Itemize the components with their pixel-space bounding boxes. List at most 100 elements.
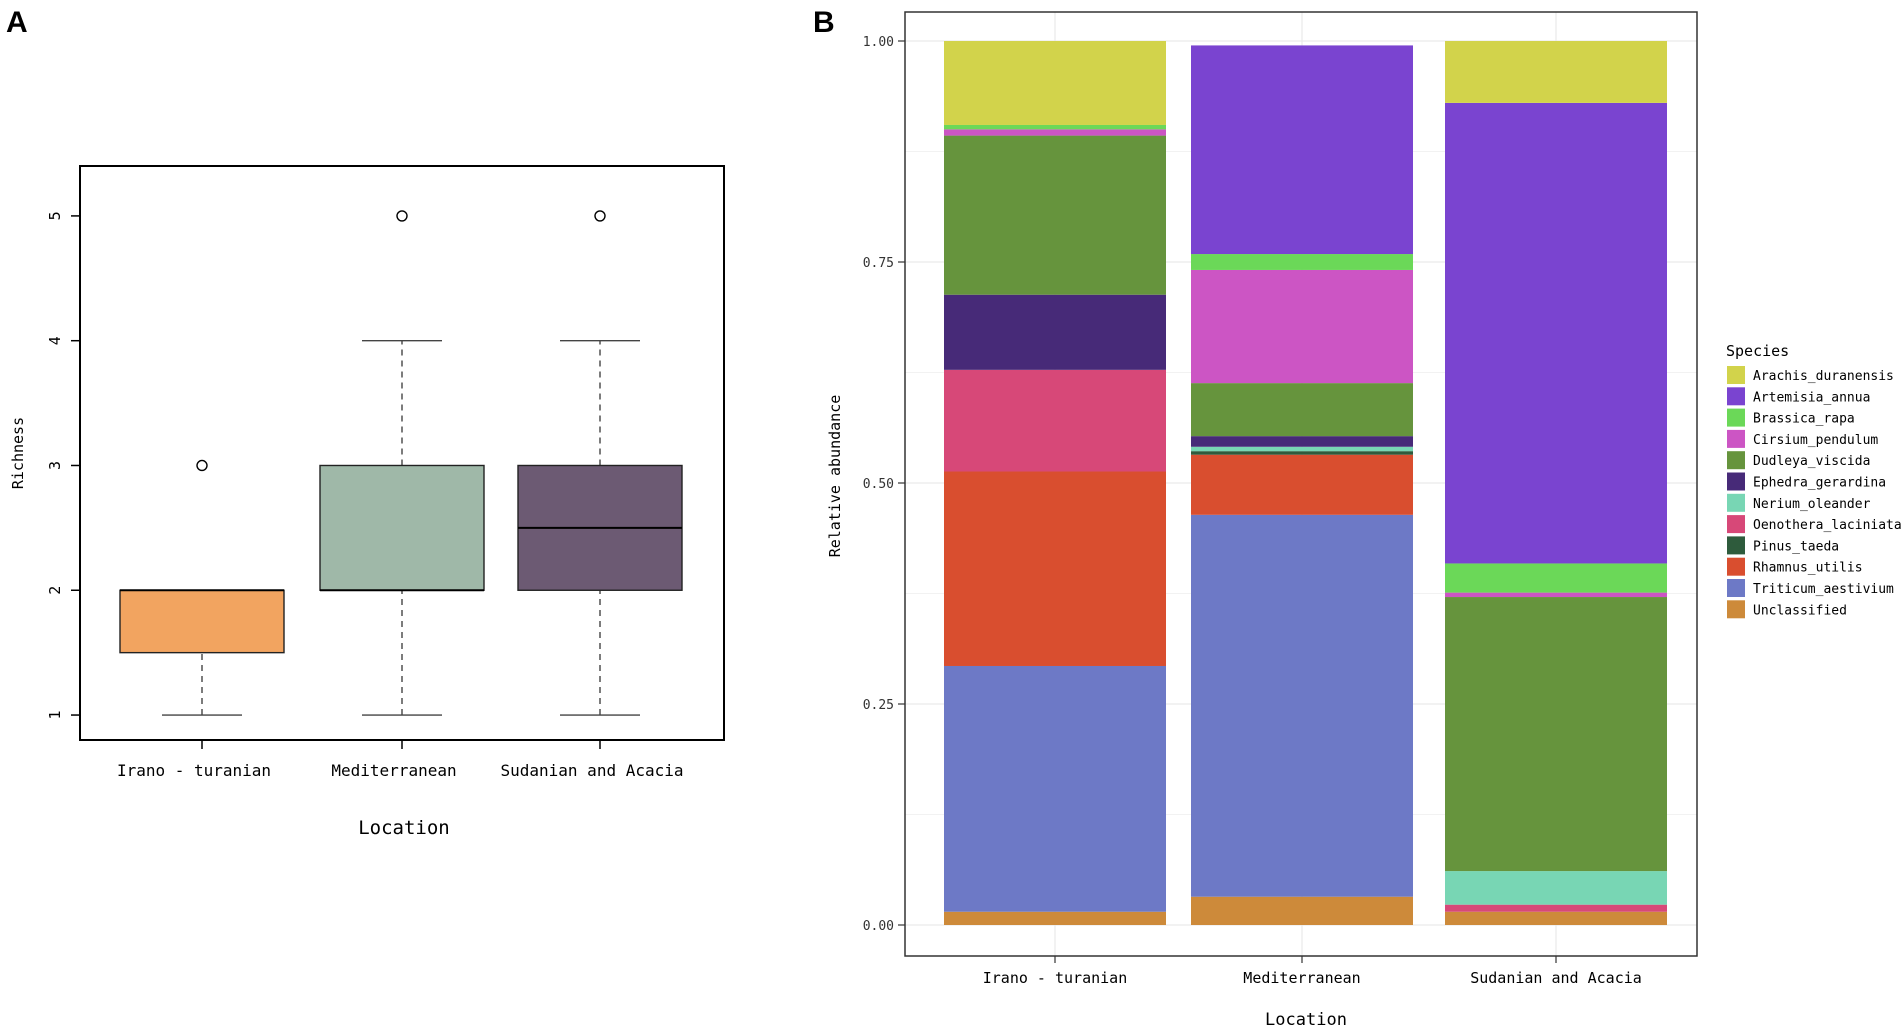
panel-b-letter: B xyxy=(813,6,835,39)
bar-segment xyxy=(1445,597,1667,872)
outlier-point xyxy=(396,210,408,222)
legend-items: Arachis_duranensis Artemisia_annua Brassic… xyxy=(1727,366,1902,619)
legend-swatch xyxy=(1727,387,1745,406)
y-tick-label: 3 xyxy=(46,461,64,470)
legend-swatch xyxy=(1727,366,1745,384)
panel-a-boxes xyxy=(119,210,683,716)
bar-segment xyxy=(944,911,1166,925)
legend-swatch xyxy=(1727,536,1745,555)
y-tick-label: 2 xyxy=(46,586,64,595)
bar-segment xyxy=(1445,41,1667,103)
bar-segment xyxy=(944,369,1166,472)
bar-segment xyxy=(1191,436,1413,447)
bar-segment xyxy=(944,135,1166,295)
bar-segment xyxy=(944,665,1166,912)
legend-label: Oenothera_laciniata xyxy=(1753,518,1902,533)
panel-a: A 1 2 3 4 5 Irano - turanian Mediterranean Sud… xyxy=(6,6,725,839)
bar-segment xyxy=(944,129,1166,136)
panel-a-letter: A xyxy=(6,6,28,39)
panel-b-x-axis-title: Location xyxy=(1265,1010,1347,1030)
legend-swatch xyxy=(1727,515,1745,534)
x-tick-label: Irano - turanian xyxy=(117,761,271,780)
y-tick-label: 4 xyxy=(46,336,64,345)
bar-segment xyxy=(1445,904,1667,912)
iqr-box xyxy=(319,464,485,591)
panel-b-x-axis: Irano - turanian Mediterranean Sudanian an… xyxy=(983,956,1642,987)
y-tick-label: 0.25 xyxy=(863,698,894,713)
y-tick-label: 0.50 xyxy=(863,477,894,492)
bar-segment xyxy=(1191,383,1413,437)
panel-b: B 0.00 0.25 0.50 0.75 1.00 Irano - turanian M… xyxy=(813,6,1902,1030)
legend-swatch xyxy=(1727,472,1745,491)
bar-segment xyxy=(1191,254,1413,270)
y-tick-label: 1 xyxy=(46,711,64,720)
bar-segment xyxy=(1191,269,1413,384)
legend-item: Brassica_rapa xyxy=(1727,408,1855,427)
legend-item: Cirsium_pendulum xyxy=(1727,429,1878,448)
legend-label: Ephedra_gerardina xyxy=(1753,476,1886,491)
x-tick-label: Mediterranean xyxy=(331,761,456,780)
legend-label: Cirsium_pendulum xyxy=(1753,433,1878,448)
bar-segment xyxy=(944,471,1166,666)
bar-segment xyxy=(1445,102,1667,564)
legend-swatch xyxy=(1727,493,1745,512)
legend-item: Ephedra_gerardina xyxy=(1727,472,1886,491)
legend-label: Unclassified xyxy=(1753,603,1847,618)
legend-label: Dudleya_viscida xyxy=(1753,454,1870,469)
box-1 xyxy=(119,459,285,716)
legend-item: Artemisia_annua xyxy=(1727,387,1870,406)
bar-segment xyxy=(1191,451,1413,455)
legend-title: Species xyxy=(1726,342,1789,360)
bar-segment xyxy=(1445,563,1667,593)
panel-b-bars xyxy=(944,41,1667,925)
y-tick-label: 0.00 xyxy=(863,919,894,934)
bar-segment xyxy=(944,294,1166,370)
panel-b-plot-frame xyxy=(904,11,1698,957)
panel-b-legend: Species Arachis_duranensis Artemisia_annu… xyxy=(1726,342,1902,619)
legend-swatch xyxy=(1727,429,1745,448)
legend-item: Oenothera_laciniata xyxy=(1727,515,1902,534)
legend-label: Arachis_duranensis xyxy=(1753,369,1894,384)
legend-item: Arachis_duranensis xyxy=(1727,366,1894,384)
bar-segment xyxy=(1191,896,1413,925)
panel-b-y-axis: 0.00 0.25 0.50 0.75 1.00 xyxy=(863,35,905,934)
x-tick-label: Mediterranean xyxy=(1243,969,1360,987)
legend-swatch xyxy=(1727,557,1745,576)
bar-segment xyxy=(1191,446,1413,452)
panel-a-y-axis: 1 2 3 4 5 xyxy=(46,211,80,720)
legend-swatch xyxy=(1727,600,1745,619)
panel-a-x-axis: Irano - turanian Mediterranean Sudanian an… xyxy=(117,740,684,780)
x-tick-label: Irano - turanian xyxy=(983,969,1128,987)
legend-swatch xyxy=(1727,451,1745,470)
bar-segment xyxy=(944,41,1166,125)
legend-label: Pinus_taeda xyxy=(1753,539,1839,554)
bar-segment xyxy=(1191,45,1413,255)
bar-segment xyxy=(944,124,1166,130)
legend-item: Triticum_aestivium xyxy=(1727,579,1894,597)
legend-label: Artemisia_annua xyxy=(1753,390,1870,405)
legend-swatch xyxy=(1727,408,1745,427)
box-2 xyxy=(319,210,485,716)
bar-segment xyxy=(1191,454,1413,515)
iqr-box xyxy=(119,589,285,654)
legend-item: Unclassified xyxy=(1727,600,1847,619)
legend-label: Nerium_oleander xyxy=(1753,497,1871,512)
outlier-point xyxy=(594,210,606,222)
legend-item: Nerium_oleander xyxy=(1727,493,1871,512)
panel-a-x-axis-title: Location xyxy=(358,817,450,839)
legend-label: Triticum_aestivium xyxy=(1753,582,1894,597)
legend-label: Rhamnus_utilis xyxy=(1753,561,1863,576)
legend-swatch xyxy=(1727,579,1745,597)
y-tick-label: 1.00 xyxy=(863,35,894,50)
panel-a-y-axis-title: Richness xyxy=(9,417,27,489)
y-tick-label: 0.75 xyxy=(863,256,894,271)
legend-label: Brassica_rapa xyxy=(1753,412,1855,427)
bar-segment xyxy=(1191,514,1413,897)
legend-item: Rhamnus_utilis xyxy=(1727,557,1863,576)
box-3 xyxy=(517,210,683,716)
bar-segment xyxy=(1445,911,1667,925)
x-tick-label: Sudanian and Acacia xyxy=(500,761,683,780)
bar-segment xyxy=(1445,871,1667,905)
legend-item: Pinus_taeda xyxy=(1727,536,1839,555)
